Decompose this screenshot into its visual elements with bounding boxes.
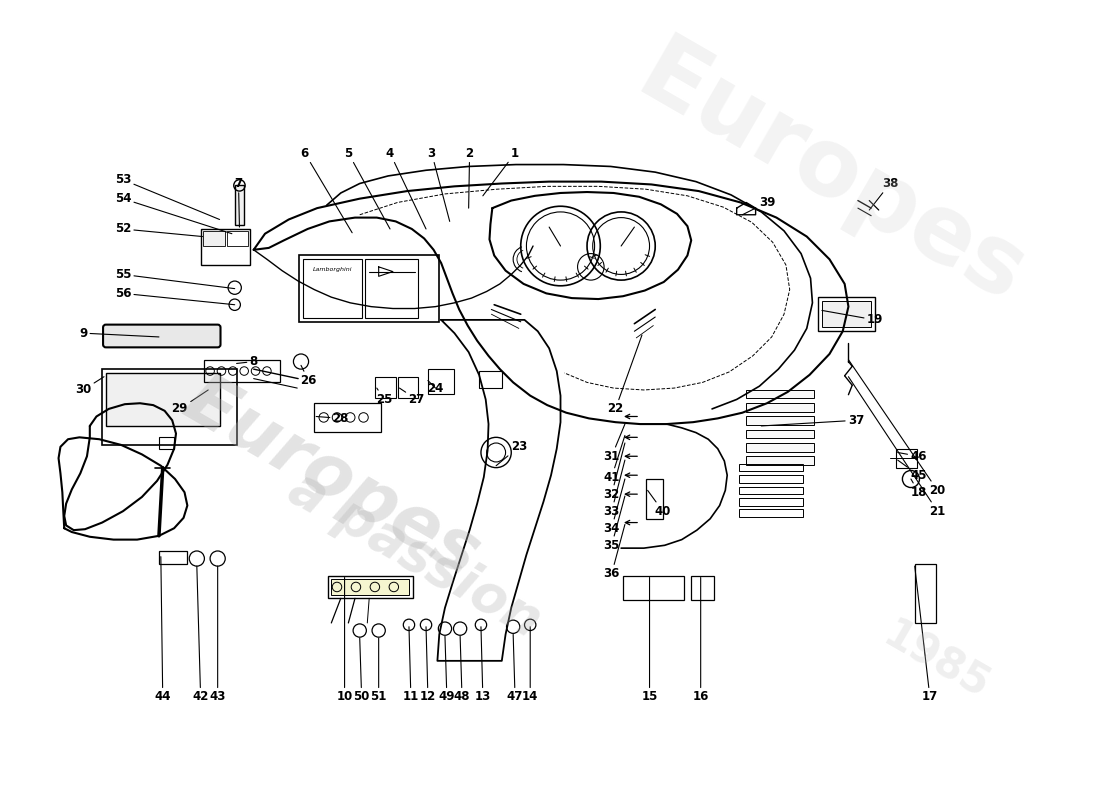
Bar <box>331 579 409 594</box>
Text: 33: 33 <box>604 460 625 518</box>
Text: 3: 3 <box>428 146 450 222</box>
Bar <box>746 390 814 398</box>
Bar <box>746 456 814 465</box>
Text: 56: 56 <box>114 287 234 305</box>
Text: 1985: 1985 <box>874 614 997 708</box>
Text: 42: 42 <box>192 566 209 703</box>
Bar <box>746 403 814 412</box>
Text: 48: 48 <box>454 636 471 703</box>
Text: 9: 9 <box>79 326 158 340</box>
Text: 24: 24 <box>427 381 443 394</box>
Text: 35: 35 <box>604 496 625 552</box>
Text: 54: 54 <box>114 192 232 234</box>
Text: 52: 52 <box>114 222 202 237</box>
Text: 27: 27 <box>399 388 425 406</box>
Text: 51: 51 <box>371 638 387 703</box>
Bar <box>299 255 439 322</box>
Text: 5: 5 <box>344 146 390 229</box>
Text: 30: 30 <box>75 377 104 397</box>
Text: 34: 34 <box>604 479 625 534</box>
Text: 47: 47 <box>507 634 524 703</box>
Bar <box>691 576 714 600</box>
Bar <box>365 259 418 318</box>
Bar <box>315 403 381 432</box>
Text: 41: 41 <box>604 435 625 484</box>
Bar <box>102 369 236 445</box>
Bar <box>480 371 502 388</box>
Bar <box>302 259 362 318</box>
Text: 10: 10 <box>337 578 353 703</box>
Text: 25: 25 <box>376 388 393 406</box>
Bar <box>428 369 454 394</box>
Text: 21: 21 <box>848 377 946 518</box>
FancyBboxPatch shape <box>103 325 220 347</box>
Text: 11: 11 <box>403 626 419 703</box>
Text: 36: 36 <box>604 525 625 580</box>
Text: 14: 14 <box>522 626 538 703</box>
Text: 53: 53 <box>114 174 220 219</box>
Bar <box>328 576 412 598</box>
Bar <box>623 576 683 600</box>
Bar <box>200 229 250 265</box>
Bar <box>895 449 916 468</box>
Text: 31: 31 <box>604 424 625 462</box>
Text: 28: 28 <box>316 412 349 425</box>
Text: 50: 50 <box>353 638 370 703</box>
Text: 46: 46 <box>898 450 927 462</box>
Bar <box>397 377 418 398</box>
Text: 43: 43 <box>209 566 226 703</box>
Text: 39: 39 <box>742 196 775 214</box>
Text: 45: 45 <box>898 460 927 482</box>
Bar <box>818 297 874 331</box>
Text: Europes: Europes <box>621 28 1041 323</box>
Bar <box>375 377 396 398</box>
Text: 44: 44 <box>154 557 170 703</box>
Bar <box>158 438 174 449</box>
Bar <box>738 464 803 471</box>
Text: 17: 17 <box>915 566 938 703</box>
Text: 1: 1 <box>483 146 519 196</box>
Text: 20: 20 <box>848 360 946 497</box>
Text: 6: 6 <box>300 146 352 233</box>
Bar <box>738 498 803 506</box>
Bar <box>738 475 803 482</box>
Text: 29: 29 <box>172 390 208 415</box>
Bar <box>738 510 803 517</box>
Bar <box>202 231 226 246</box>
Text: 18: 18 <box>911 479 926 498</box>
Text: 38: 38 <box>869 177 899 210</box>
Text: 7: 7 <box>234 177 243 227</box>
Bar <box>106 373 220 426</box>
Text: 37: 37 <box>761 414 865 426</box>
Text: 22: 22 <box>607 335 642 415</box>
Text: 15: 15 <box>641 578 658 703</box>
Text: 2: 2 <box>465 146 474 208</box>
Text: 40: 40 <box>648 490 671 518</box>
Text: 12: 12 <box>420 626 436 703</box>
Bar <box>746 430 814 438</box>
Text: 32: 32 <box>604 443 625 501</box>
Bar <box>234 186 244 225</box>
Text: 13: 13 <box>475 626 491 703</box>
Text: 16: 16 <box>693 578 708 703</box>
Bar <box>227 231 248 246</box>
Bar <box>746 443 814 451</box>
Bar <box>746 417 814 425</box>
Bar <box>915 564 936 623</box>
Bar <box>646 479 663 518</box>
Text: Lamborghini: Lamborghini <box>312 266 352 272</box>
Bar <box>738 486 803 494</box>
Text: 4: 4 <box>386 146 426 229</box>
Bar <box>822 301 871 327</box>
Text: 49: 49 <box>439 636 455 703</box>
Bar <box>205 360 280 382</box>
Text: 55: 55 <box>114 268 234 289</box>
Bar <box>158 551 187 564</box>
Text: 26: 26 <box>300 366 317 387</box>
Text: 19: 19 <box>822 310 883 326</box>
Text: 23: 23 <box>496 440 527 466</box>
Text: a passion: a passion <box>279 462 550 648</box>
Text: Europes: Europes <box>172 366 492 591</box>
Text: 8: 8 <box>236 355 257 368</box>
